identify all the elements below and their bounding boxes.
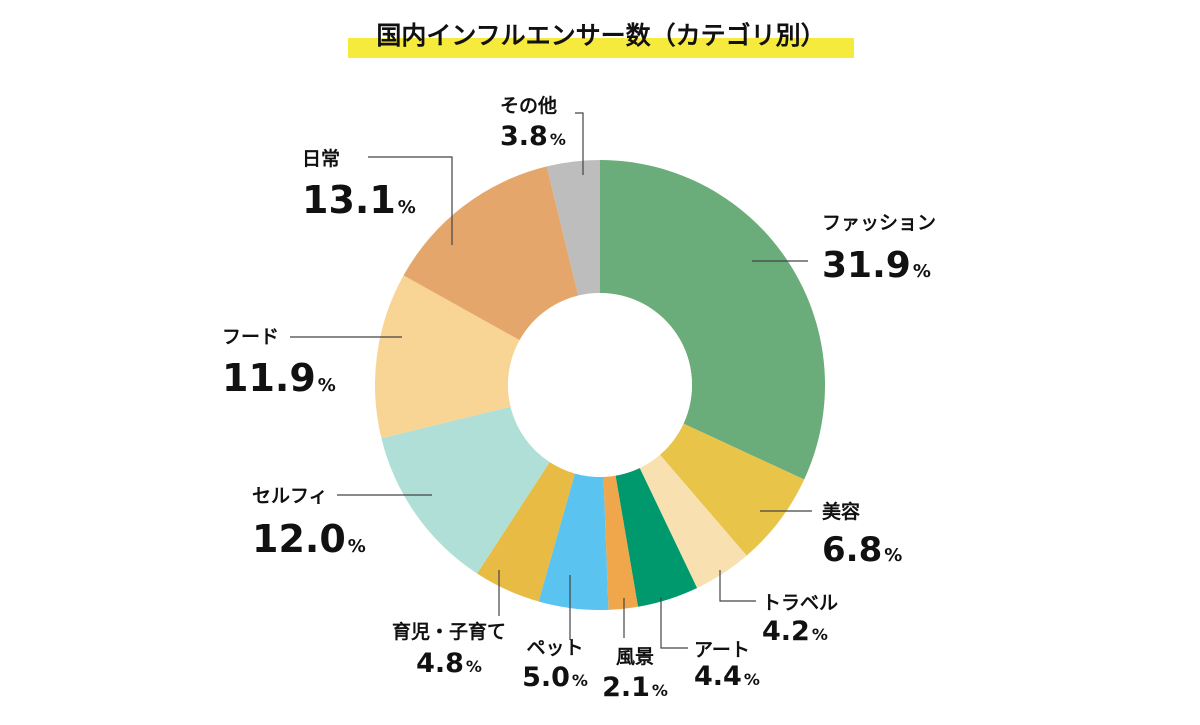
value-travel: 4.2% — [762, 616, 828, 647]
slice-art — [615, 467, 698, 607]
label-daily: 日常 — [302, 147, 340, 170]
leader-travel — [719, 570, 756, 602]
slice-daily — [403, 166, 579, 341]
label-food: フード — [222, 326, 279, 348]
value-pet: 5.0% — [522, 662, 588, 693]
label-parenting: 育児・子育て — [392, 620, 506, 643]
label-scenery: 風景 — [616, 646, 654, 668]
slice-beauty — [659, 423, 805, 556]
leader-art — [660, 597, 688, 649]
value-scenery: 2.1% — [602, 672, 668, 703]
value-art: 4.4% — [694, 661, 760, 692]
label-other: その他 — [500, 94, 557, 117]
label-pet: ペット — [526, 637, 583, 659]
label-selfie: セルフィ — [252, 485, 328, 507]
value-food: 11.9% — [222, 356, 336, 400]
slice-other — [546, 160, 600, 296]
slices-group — [375, 160, 826, 611]
value-fashion: 31.9% — [822, 245, 931, 286]
slice-fashion — [600, 160, 826, 480]
label-travel: トラベル — [762, 592, 838, 614]
slice-parenting — [477, 462, 575, 602]
label-fashion: ファッション — [822, 212, 936, 234]
value-parenting: 4.8% — [416, 648, 482, 679]
value-beauty: 6.8% — [822, 530, 902, 570]
slice-travel — [639, 454, 747, 588]
slice-food — [375, 275, 520, 439]
leader-other — [575, 112, 584, 175]
donut-hole — [508, 293, 692, 477]
title-highlight — [348, 38, 854, 58]
value-other: 3.8% — [500, 121, 566, 152]
leader-daily — [368, 156, 453, 245]
chart-title: 国内インフルエンサー数（カテゴリ別） — [376, 21, 825, 50]
slice-scenery — [603, 475, 638, 610]
slice-selfie — [381, 406, 550, 574]
leader-lines — [290, 112, 812, 649]
label-beauty: 美容 — [822, 500, 860, 523]
value-daily: 13.1% — [302, 178, 416, 222]
label-art: アート — [694, 639, 750, 661]
slice-pet — [538, 473, 609, 611]
value-selfie: 12.0% — [252, 517, 366, 561]
